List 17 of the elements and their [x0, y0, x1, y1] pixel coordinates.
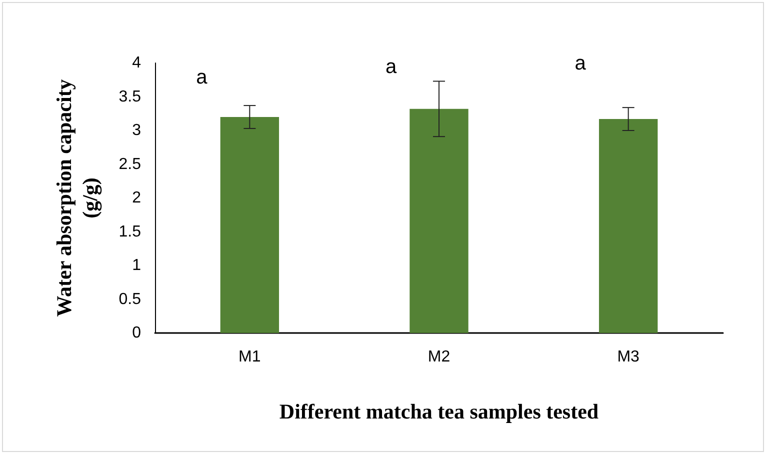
y-tick-label: 2 — [132, 190, 142, 206]
y-tick-label: 3.5 — [118, 88, 142, 106]
y-tick-label: 3 — [132, 122, 142, 139]
y-tick-label: 0.5 — [118, 290, 142, 308]
x-tick-label: M3 — [617, 348, 640, 366]
x-tick-label: M2 — [428, 348, 450, 366]
annotation: a — [385, 56, 398, 78]
x-axis-title: Different matcha tea samples tested — [279, 400, 599, 424]
y-axis-title: Water absorption capacity (g/g) — [52, 78, 102, 317]
y-tick-label: 0 — [132, 324, 142, 342]
y-tick-label: 2.5 — [118, 156, 142, 173]
y-tick-label: 4 — [132, 54, 142, 72]
annotation: a — [574, 52, 587, 75]
annotation: a — [196, 66, 208, 89]
x-tick-label: M1 — [238, 348, 261, 366]
y-tick-label: 1.5 — [118, 223, 142, 240]
y-tick-label: 1 — [132, 257, 142, 274]
